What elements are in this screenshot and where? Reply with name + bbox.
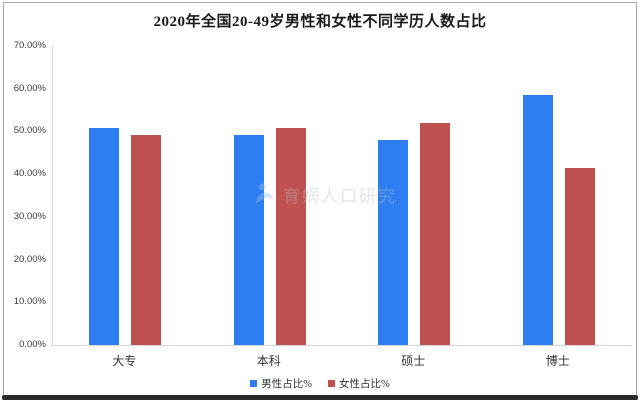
legend-label: 男性占比%	[261, 379, 312, 390]
plot-area	[52, 46, 631, 346]
y-tick-label: 20.00%	[13, 253, 46, 265]
chart-title: 2020年全国20-49岁男性和女性不同学历人数占比	[153, 14, 487, 30]
legend: 男性占比% 女性占比%	[0, 376, 640, 391]
x-category-label: 本科	[256, 354, 281, 368]
bar-女性占比%-本科	[275, 127, 306, 345]
legend-item: 男性占比%	[250, 376, 312, 391]
x-category-label: 大专	[112, 354, 137, 368]
y-tick-label: 60.00%	[13, 82, 46, 94]
x-axis-labels: 大专 本科 硕士 博士	[52, 352, 630, 369]
bottom-edge-bar	[2, 395, 638, 400]
bar-group	[342, 46, 487, 345]
y-tick-label: 0.00%	[19, 339, 46, 350]
x-category-label: 博士	[545, 354, 570, 368]
bar-男性占比%-博士	[522, 94, 553, 345]
bar-女性占比%-博士	[564, 168, 595, 345]
bar-男性占比%-本科	[233, 135, 264, 345]
legend-swatch-icon	[328, 380, 335, 387]
legend-label: 女性占比%	[339, 379, 390, 390]
x-category-label: 硕士	[401, 354, 426, 368]
bar-女性占比%-大专	[131, 135, 162, 345]
bar-女性占比%-硕士	[420, 122, 451, 345]
y-tick-label: 40.00%	[13, 168, 46, 180]
y-tick-label: 30.00%	[13, 210, 46, 222]
bar-group	[487, 46, 632, 345]
legend-swatch-icon	[250, 380, 258, 387]
y-tick-label: 10.00%	[13, 296, 46, 308]
y-tick-label: 70.00%	[13, 40, 46, 51]
bar-group	[198, 46, 343, 345]
legend-item: 女性占比%	[328, 376, 390, 391]
bar-男性占比%-硕士	[378, 139, 409, 345]
bar-group	[53, 46, 198, 345]
bar-groups	[53, 46, 631, 345]
bar-男性占比%-大专	[89, 127, 120, 345]
y-tick-label: 50.00%	[13, 125, 46, 137]
